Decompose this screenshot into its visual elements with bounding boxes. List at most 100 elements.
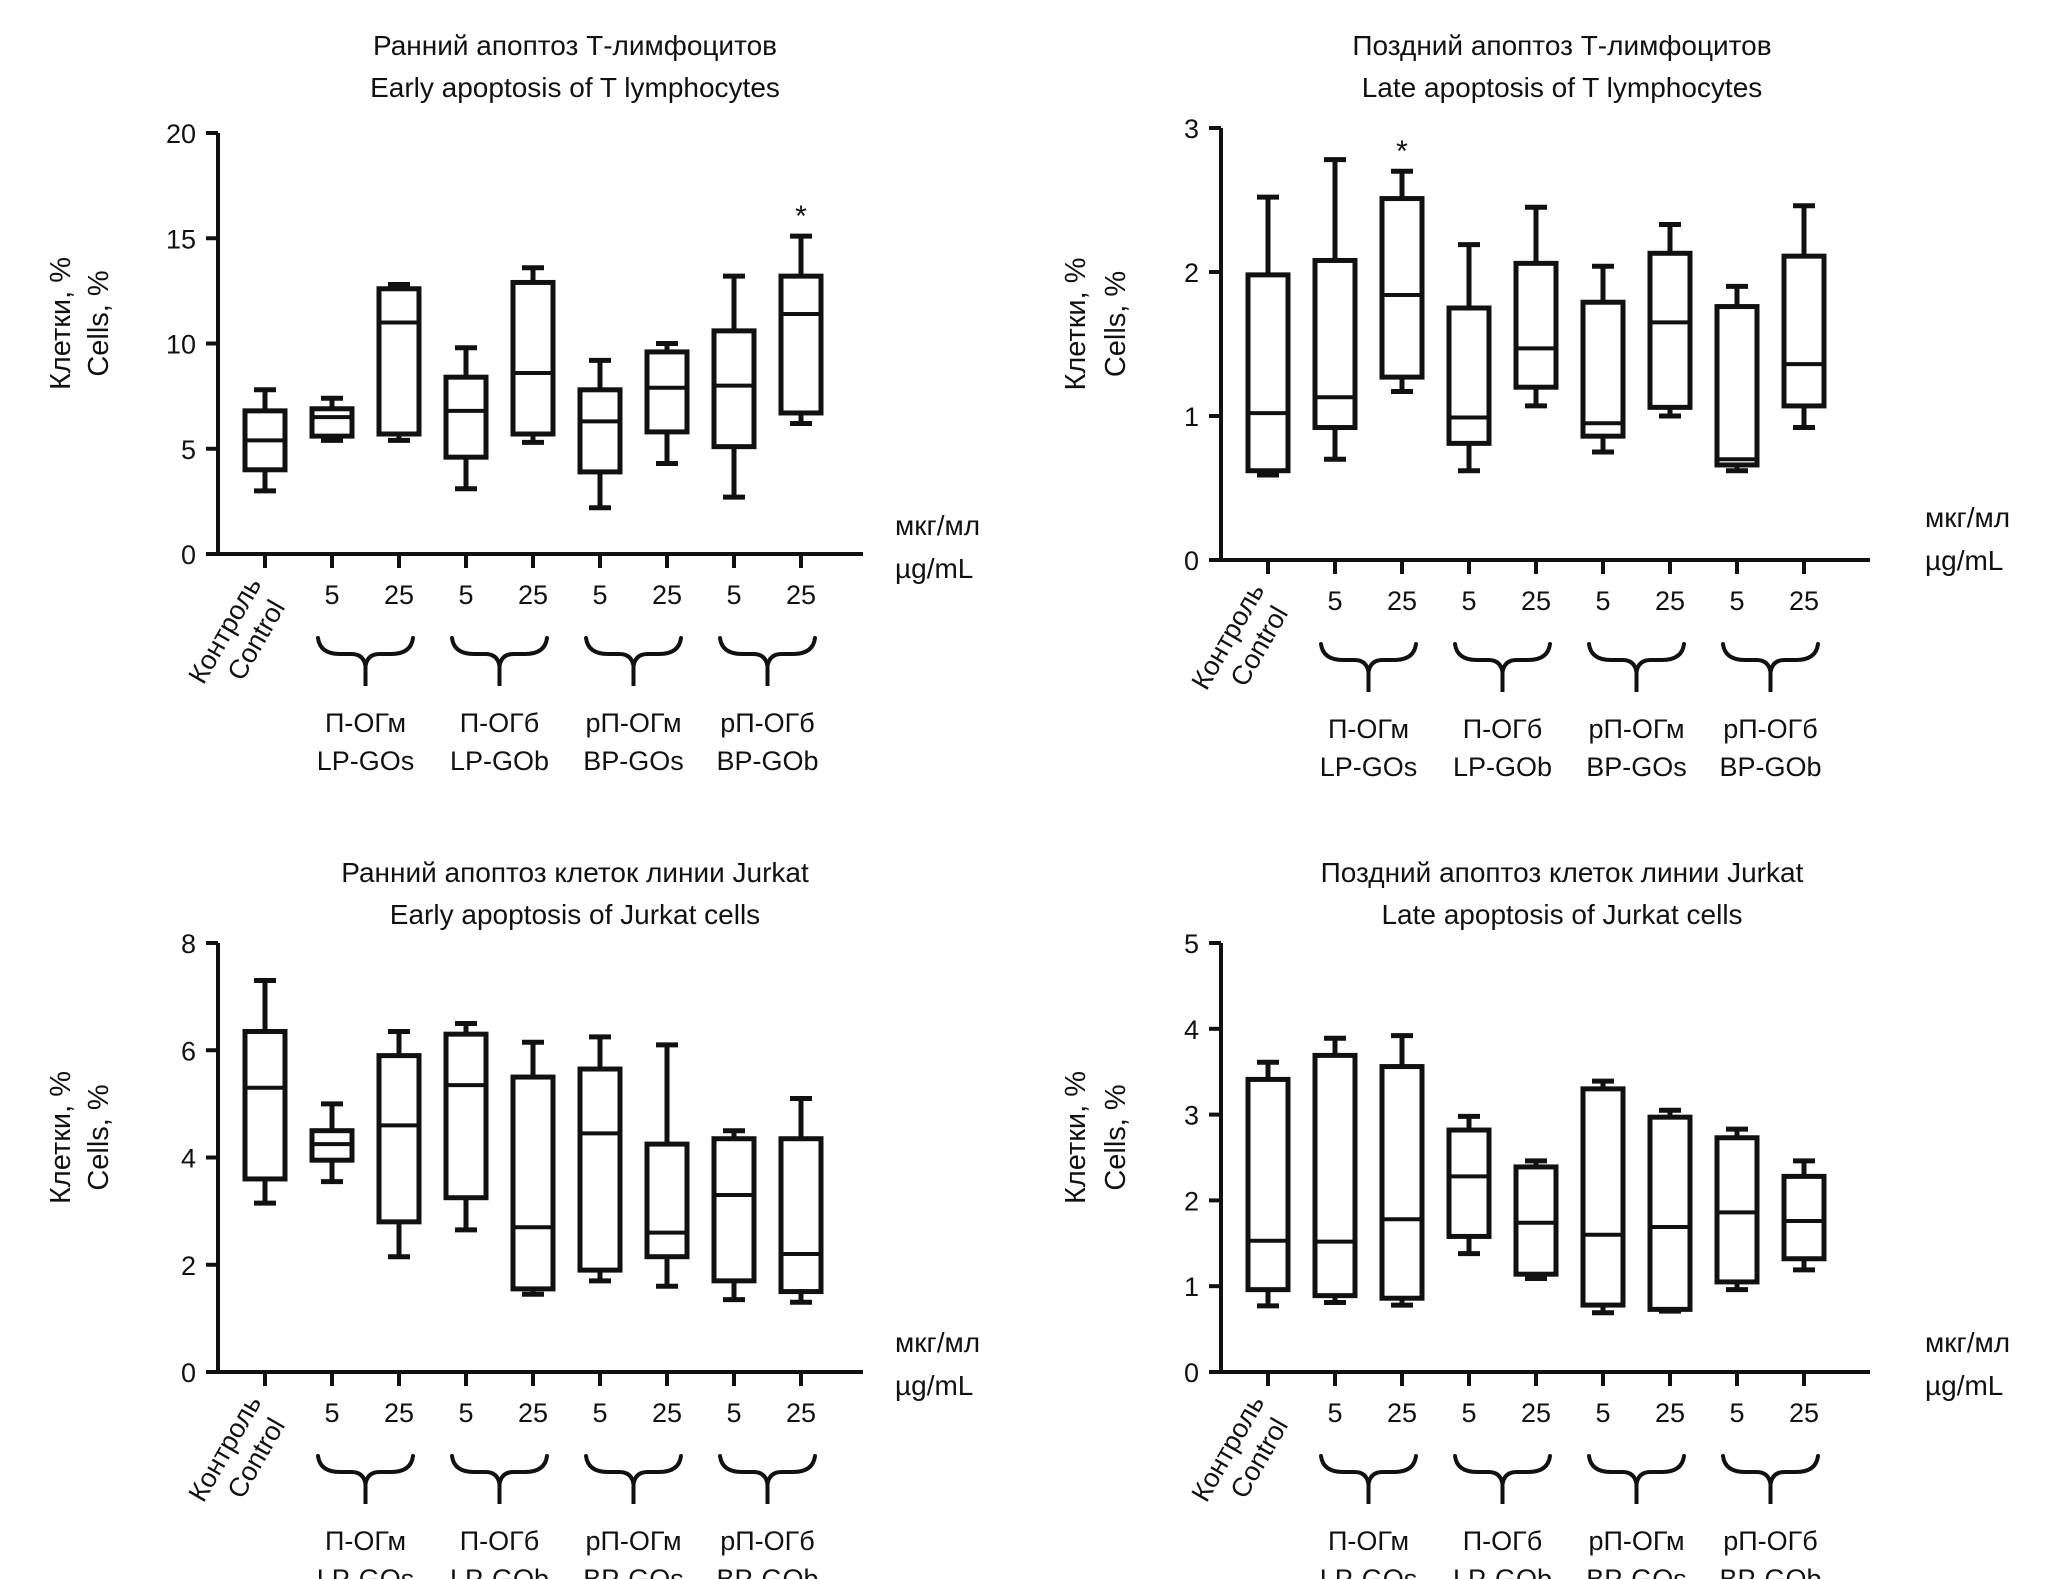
group-label-ru: рП-ОГм: [585, 708, 681, 738]
unit-label-en: µg/mL: [895, 1370, 973, 1401]
y-tick-label: 10: [166, 330, 196, 360]
box-iqr: [1781, 253, 1827, 409]
group-brace: [1587, 1454, 1686, 1485]
group-brace: [450, 1454, 549, 1485]
group-label-en: LP-GOs: [317, 1564, 415, 1579]
box-iqr: [1312, 257, 1358, 431]
box-iqr: [577, 387, 623, 475]
box-iqr: [1513, 260, 1559, 390]
y-tick-label: 2: [1184, 1186, 1199, 1216]
y-tick-label: 8: [181, 929, 196, 959]
box-iqr: [778, 273, 824, 416]
box-5: [1513, 1158, 1559, 1281]
box-iqr: [1245, 272, 1291, 474]
group-label-ru: П-ОГб: [460, 1526, 539, 1556]
box-iqr: [1446, 305, 1492, 446]
box-2: [309, 395, 355, 443]
y-tick-label: 3: [1184, 1101, 1199, 1131]
group-label-ru: рП-ОГб: [1723, 714, 1818, 744]
group-label-ru: П-ОГб: [1463, 1526, 1542, 1556]
box-7: [1647, 1107, 1693, 1314]
panel-4: Поздний апоптоз клеток линии Jurkat Late …: [1060, 857, 2010, 1579]
box-iqr: [1312, 1052, 1358, 1299]
group-brace: [718, 636, 817, 667]
group-label-en: LP-GOb: [450, 1564, 549, 1579]
y-tick-label: 1: [1184, 1272, 1199, 1302]
box-2: [1312, 157, 1358, 462]
y-label-en: Cells, %: [1100, 1084, 1132, 1190]
group-brace: [584, 1454, 683, 1485]
panel-3: Ранний апоптоз клеток линии Jurkat Early …: [45, 857, 980, 1579]
box-iqr: [242, 1028, 288, 1182]
chart-title-en: Early apoptosis of Jurkat cells: [390, 899, 760, 930]
box-iqr: [778, 1136, 824, 1295]
box-4: [443, 1020, 489, 1233]
unit-label-en: µg/mL: [895, 553, 973, 584]
box-9: [1781, 203, 1827, 431]
chart-title-ru: Ранний апоптоз Т-лимфоцитов: [373, 30, 777, 61]
y-label-ru: Клетки, %: [1060, 1071, 1092, 1204]
y-tick-label: 3: [1184, 114, 1199, 144]
group-label-en: BP-GOs: [1586, 1564, 1687, 1579]
x-tick-label: 25: [786, 1398, 816, 1428]
group-label-en: LP-GOb: [450, 746, 549, 776]
chart-title-ru: Поздний апоптоз Т-лимфоцитов: [1352, 30, 1771, 61]
unit-label-ru: мкг/мл: [895, 510, 980, 541]
x-tick-label: 25: [1387, 1398, 1417, 1428]
box-iqr: [1647, 250, 1693, 410]
box-iqr: [711, 1136, 757, 1284]
box-3: [376, 282, 422, 443]
chart-title-ru: Ранний апоптоз клеток линии Jurkat: [341, 857, 809, 888]
x-tick-label: 5: [726, 580, 741, 610]
box-9: [778, 233, 824, 426]
x-tick-label: 5: [1729, 586, 1744, 616]
group-brace: [1453, 642, 1552, 673]
box-4: [443, 345, 489, 492]
x-tick-label: 25: [518, 580, 548, 610]
x-tick-label: 5: [592, 580, 607, 610]
y-label-ru: Клетки, %: [1060, 257, 1092, 390]
box-iqr: [1513, 1164, 1559, 1277]
y-axis-label: Клетки, % Cells, %: [45, 1071, 115, 1204]
box-9: [1781, 1158, 1827, 1273]
group-brace: [1587, 642, 1686, 673]
x-tick-label: 25: [1789, 1398, 1819, 1428]
box-iqr: [577, 1066, 623, 1273]
y-tick-label: 1: [1184, 402, 1199, 432]
group-label-ru: П-ОГм: [325, 708, 406, 738]
group-label-ru: рП-ОГб: [1723, 1526, 1818, 1556]
box-iqr: [1580, 299, 1626, 439]
x-tick-label: 25: [1655, 1398, 1685, 1428]
y-tick-label: 0: [181, 1358, 196, 1388]
y-tick-label: 15: [166, 224, 196, 254]
group-brace: [1721, 1454, 1820, 1485]
group-brace: [718, 1454, 817, 1485]
y-label-ru: Клетки, %: [45, 257, 77, 390]
box-iqr: [443, 1031, 489, 1201]
box-iqr: [1580, 1086, 1626, 1308]
x-tick-label: 5: [1327, 1398, 1342, 1428]
panel-1: Ранний апоптоз Т-лимфоцитов Early apoptos…: [45, 30, 980, 776]
box-5: [1513, 204, 1559, 409]
box-iqr: [644, 1141, 690, 1260]
group-label-ru: П-ОГб: [460, 708, 539, 738]
x-tick-label: 25: [1521, 1398, 1551, 1428]
box-5: [510, 265, 556, 445]
x-tick-label: 25: [652, 1398, 682, 1428]
unit-label-ru: мкг/мл: [895, 1327, 980, 1358]
box-6: [1580, 263, 1626, 455]
box-iqr: [1647, 1114, 1693, 1312]
group-brace: [450, 636, 549, 667]
box-iqr: [443, 374, 489, 460]
y-tick-label: 5: [181, 435, 196, 465]
unit-label-ru: мкг/мл: [1925, 1327, 2010, 1358]
box-iqr: [510, 1074, 556, 1292]
panel-2: Поздний апоптоз Т-лимфоцитов Late apoptos…: [1060, 30, 2010, 782]
x-tick-label: 5: [726, 1398, 741, 1428]
box-iqr: [1379, 196, 1425, 380]
box-1: [242, 387, 288, 494]
y-axis-label: Клетки, % Cells, %: [1060, 1071, 1132, 1204]
y-label-en: Cells, %: [1100, 271, 1132, 377]
